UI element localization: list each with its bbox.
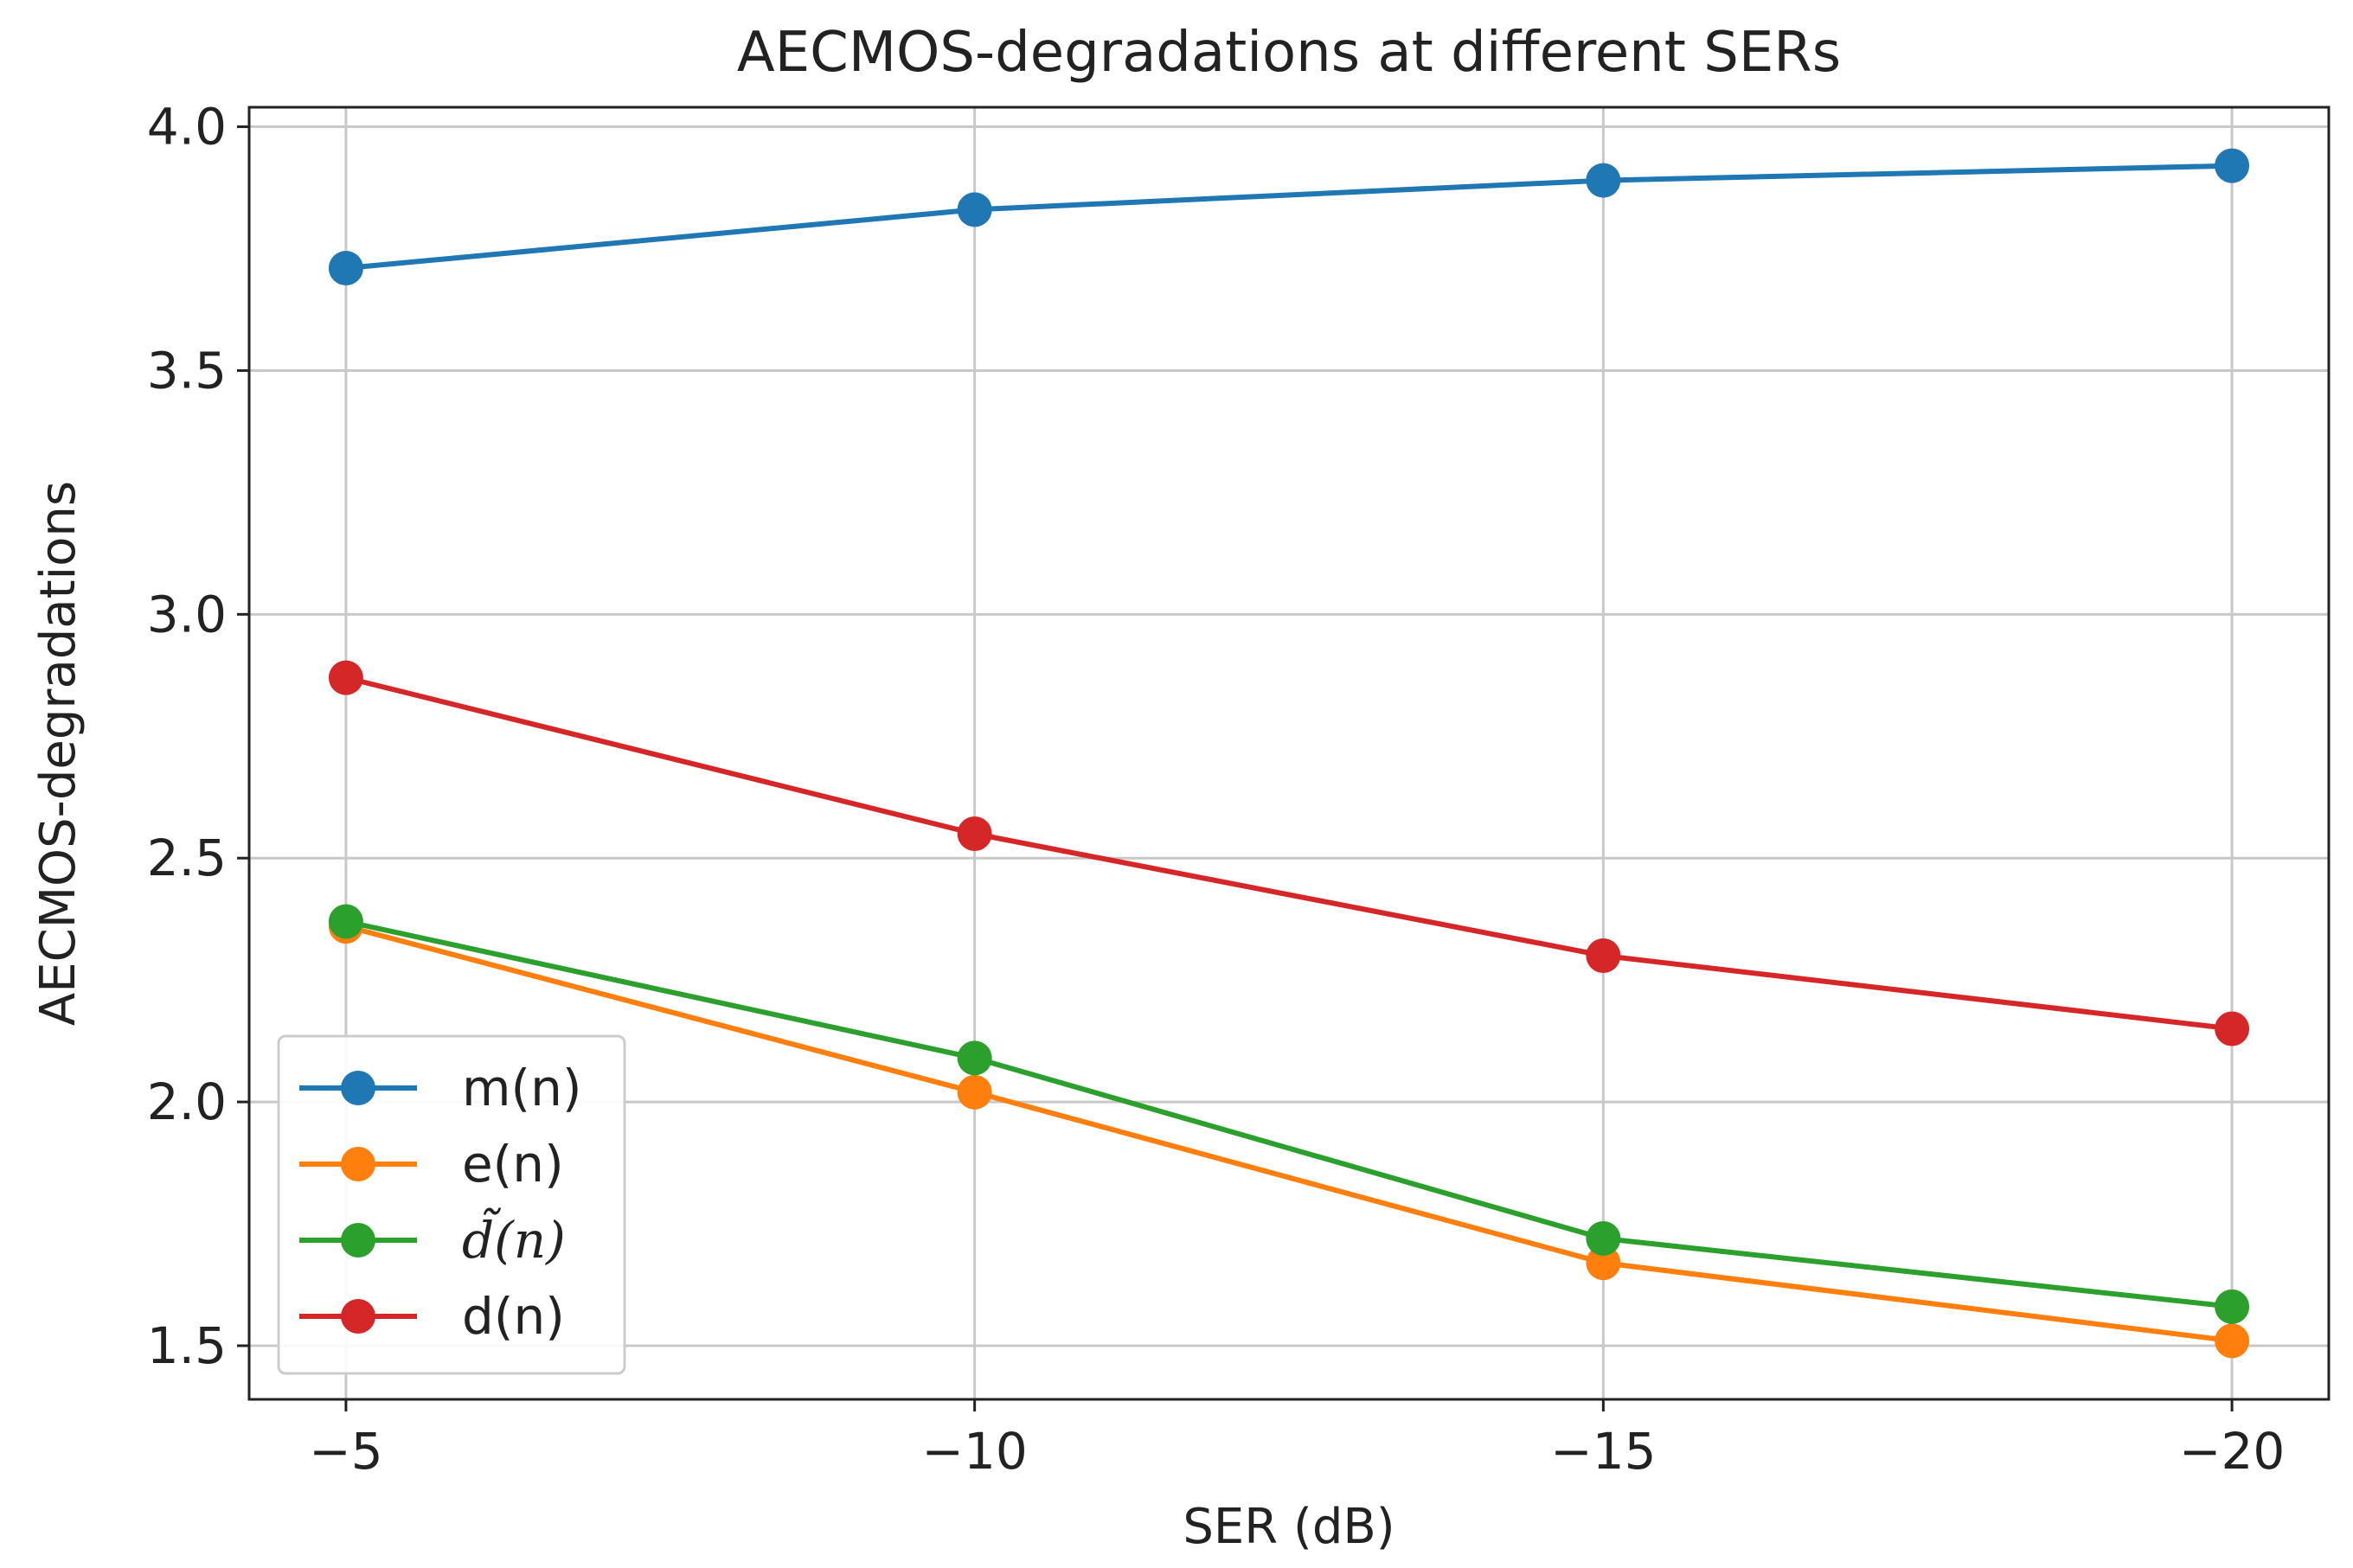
y-tick-label: 3.5: [147, 341, 227, 400]
data-point: [957, 192, 992, 227]
legend-marker: [341, 1223, 375, 1258]
x-tick-label: −5: [309, 1422, 383, 1481]
x-tick-label: −15: [1550, 1422, 1656, 1481]
y-tick-label: 1.5: [147, 1316, 227, 1375]
plot-frame: [247, 106, 2331, 1401]
series-line: [345, 163, 2233, 272]
series-line: [345, 675, 2233, 1032]
data-point: [957, 1074, 992, 1110]
series-3: [328, 904, 2250, 1324]
x-axis-label: SER (dB): [1183, 1499, 1394, 1555]
legend-box: [277, 1034, 626, 1375]
data-point: [957, 816, 992, 852]
data-point: [1586, 1245, 1621, 1281]
data-point: [2215, 1289, 2250, 1324]
series-layer: [328, 148, 2250, 1359]
legend-item: d̃(n): [299, 1207, 566, 1270]
data-point: [957, 1040, 992, 1076]
legend-marker: [341, 1147, 375, 1181]
legend-item: m(n): [299, 1059, 582, 1117]
legend-marker: [341, 1299, 375, 1334]
legend-label: m(n): [462, 1059, 582, 1117]
y-tick-label: 3.0: [147, 585, 227, 643]
chart-title: AECMOS-degradations at different SERs: [737, 21, 1841, 85]
series-1: [328, 148, 2250, 286]
y-tick-label: 2.5: [147, 829, 227, 887]
axis-ticks: −5 −10 −15 −20 1.5 2.0 2.5 3.0 3.5 4.0: [147, 98, 2286, 1481]
legend-label: e(n): [462, 1135, 564, 1194]
y-tick-label: 4.0: [147, 98, 227, 157]
legend-marker: [341, 1071, 375, 1105]
series-4: [328, 660, 2250, 1046]
x-tick-label: −10: [921, 1422, 1027, 1481]
x-tick-label: −20: [2179, 1422, 2285, 1481]
data-point: [328, 660, 363, 695]
y-tick-label: 2.0: [147, 1072, 227, 1131]
y-axis-label: AECMOS-degradations: [30, 481, 87, 1026]
legend-label: d(n): [462, 1287, 565, 1346]
data-point: [328, 904, 363, 939]
legend-label: d̃(n): [462, 1207, 566, 1270]
data-point: [1586, 163, 1621, 198]
legend-item: d(n): [299, 1287, 565, 1346]
data-point: [2215, 1323, 2250, 1359]
data-point: [1586, 938, 1621, 973]
legend-item: e(n): [299, 1135, 564, 1194]
data-point: [1586, 1220, 1621, 1256]
legend: m(n) e(n) d̃(n) d(n): [277, 1034, 626, 1375]
series-line: [345, 918, 2233, 1309]
data-point: [2215, 1011, 2250, 1046]
series-line: [345, 924, 2233, 1344]
data-point: [2215, 148, 2250, 183]
data-point: [328, 251, 363, 286]
